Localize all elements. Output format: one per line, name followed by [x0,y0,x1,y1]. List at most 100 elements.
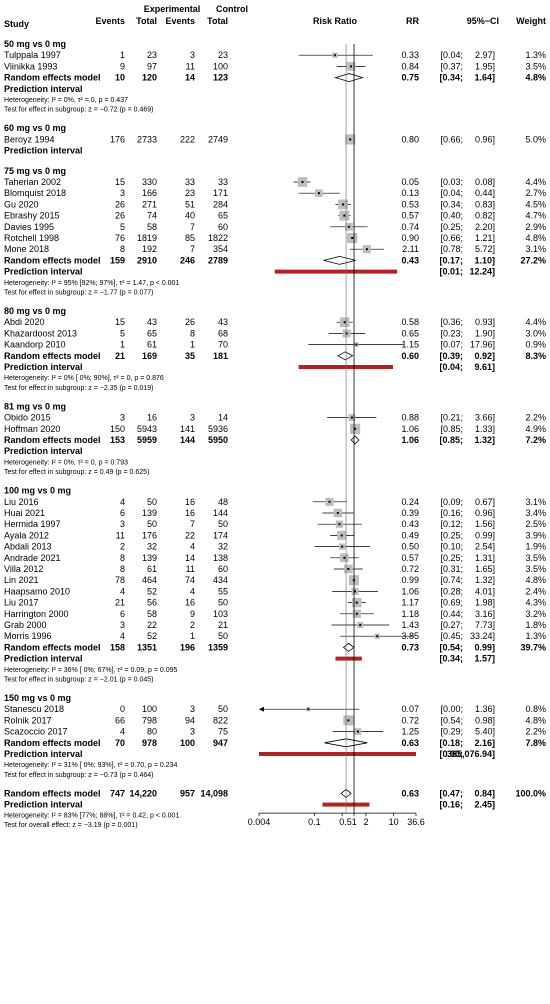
group-3-study-2-ctrl-total: 70 [218,340,228,350]
group-0-study-0-exp-total: 23 [147,50,157,60]
group-0-study-1-exp-total: 97 [147,61,157,71]
group-4-model-weight: 7.2% [525,435,546,445]
group-5-study-12-exp-events: 4 [120,631,125,641]
group-5-study-10-ci-upper: 3.16] [475,609,495,619]
group-6-study-2-weight: 2.2% [525,727,546,737]
group-3-model-label: Random effects model [4,351,101,361]
group-6-model-rr: 0.63 [401,738,419,748]
group-2-study-1-ctrl-events: 23 [185,188,195,198]
group-2-study-3-exp-total: 74 [147,211,157,221]
group-2-study-1-weight: 2.7% [525,188,546,198]
group-4-study-0-ci-lower: [0.21; [440,413,463,423]
group-5-study-7-rr: 0.99 [401,575,419,585]
group-4-study-1-ctrl-events: 141 [180,424,195,434]
group-2-study-4-ctrl-events: 7 [190,222,195,232]
group-0-study-0-rr: 0.33 [401,50,419,60]
group-0-model-ci-upper: 1.64] [474,73,495,83]
group-2-prediction-lower: [0.01; [439,267,463,277]
group-5-study-11-name: Grab 2000 [4,620,47,630]
group-1-study-0-exp-events: 176 [110,134,125,144]
group-2-study-3-ctrl-events: 40 [185,211,195,221]
overall-weight: 100.0% [515,788,546,798]
overall-prediction-label: Prediction interval [4,800,83,810]
group-5-study-5-exp-total: 139 [142,553,157,563]
group-6-study-2-ctrl-total: 75 [218,727,228,737]
group-6-study-1-rr: 0.72 [401,715,419,725]
group-5-study-5-ci-lower: [0.25; [440,553,463,563]
group-5-study-4-ci-upper: 2.54] [475,542,495,552]
group-6-study-0-name: Stanescu 2018 [4,704,64,714]
group-2-study-6-exp-total: 192 [142,244,157,254]
group-2-prediction-label: Prediction interval [4,267,83,277]
group-5-study-9-weight: 4.3% [525,598,546,608]
group-5-study-10-weight: 3.2% [525,609,546,619]
point-estimate [354,590,357,593]
group-5-study-1-exp-events: 6 [120,508,125,518]
group-4-study-0-rr: 0.88 [401,413,419,423]
group-5-model-exp-total: 1351 [137,642,157,652]
point-estimate [336,512,339,514]
group-6-model-exp-total: 978 [142,738,157,748]
group-5-study-6-ci-lower: [0.31; [440,564,463,574]
group-6-study-1-ci-upper: 0.98] [475,715,495,725]
group-5-study-1-ci-upper: 0.96] [475,508,495,518]
group-6-model-ci-lower: [0.18; [439,738,463,748]
group-2-study-4-ci-lower: [0.25; [440,222,463,232]
group-5-study-10-name: Harrington 2000 [4,609,69,619]
group-0-model-ctrl-total: 123 [213,73,228,83]
group-3-study-0-ctrl-events: 26 [185,317,195,327]
group-5-study-6-ci-upper: 1.65] [475,564,495,574]
group-5-study-9-ci-lower: [0.69; [440,598,463,608]
group-2-study-1-rr: 0.13 [401,188,419,198]
group-3-study-0-exp-events: 15 [115,317,125,327]
point-estimate [347,568,350,570]
group-4-study-1-rr: 1.06 [401,424,419,434]
group-2-study-3-rr: 0.57 [401,211,419,221]
point-estimate [333,54,336,57]
group-5-study-5-rr: 0.57 [401,553,419,563]
group-4-study-1-exp-total: 5943 [137,424,157,434]
header-ctrl-total: Total [207,16,228,26]
group-6-study-0-ctrl-total: 50 [218,704,228,714]
group-5-model-label: Random effects model [4,642,101,652]
group-2-prediction-upper: 12.24] [469,267,495,277]
group-2-study-2-ci-lower: [0.34; [440,199,463,209]
group-2-study-0-ci-upper: 0.08] [475,177,495,187]
overall-ci-upper: 0.84] [474,788,495,798]
group-5-study-5-name: Andrade 2021 [4,553,61,563]
group-5-study-6-weight: 3.5% [525,564,546,574]
group-4-prediction-label: Prediction interval [4,446,83,456]
group-6-study-1-exp-total: 798 [142,715,157,725]
group-2-study-5-exp-events: 76 [115,233,125,243]
group-5-study-6-rr: 0.72 [401,564,419,574]
group-3-study-0-ci-lower: [0.36; [440,317,463,327]
group-5-study-11-exp-total: 22 [147,620,157,630]
group-2-study-5-name: Rotchell 1998 [4,233,59,243]
group-3-study-2-weight: 0.9% [525,340,546,350]
group-3-study-1-weight: 3.0% [525,328,546,338]
x-axis-tick-label: 0.51 [339,817,357,827]
group-5-study-6-exp-events: 8 [120,564,125,574]
group-3-model-ci-lower: [0.39; [439,351,463,361]
group-4-subgroup-test: Test for effect in subgroup: z = 0.49 (p… [4,469,149,476]
group-3-study-1-exp-total: 65 [147,328,157,338]
group-3-prediction-label: Prediction interval [4,362,83,372]
overall-rr: 0.63 [401,788,419,798]
group-3-model-exp-total: 169 [142,351,157,361]
group-5-study-11-ctrl-events: 2 [190,620,195,630]
group-2-study-2-weight: 4.5% [525,199,546,209]
overall-prediction-upper: 2.45] [474,800,495,810]
header-rr: RR [406,16,419,26]
group-5-study-9-exp-total: 56 [147,598,157,608]
group-6-model-ci-upper: 2.16] [474,738,495,748]
group-5-study-0-ctrl-events: 16 [185,497,195,507]
group-0-study-1-ci-lower: [0.37; [440,61,463,71]
group-2-prediction-bar [274,269,398,274]
group-5-study-10-ctrl-events: 9 [190,609,195,619]
point-estimate [354,427,357,430]
group-6-title: 150 mg vs 0 mg [4,693,71,703]
point-estimate [351,237,354,239]
group-5-study-8-ctrl-events: 4 [190,586,195,596]
group-5-study-6-ctrl-total: 60 [218,564,228,574]
group-5-study-8-ci-upper: 4.01] [475,586,495,596]
